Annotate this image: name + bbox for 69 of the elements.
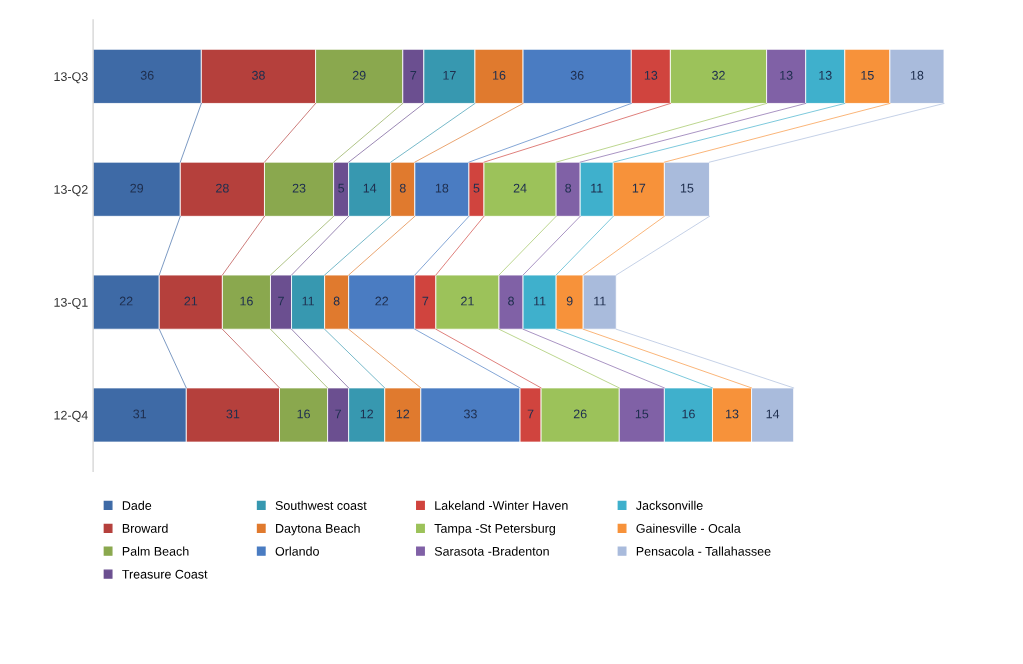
legend-label: Palm Beach <box>122 546 189 556</box>
data-label: 22 <box>375 296 389 306</box>
data-label: 7 <box>410 70 417 80</box>
legend-label: Broward <box>122 523 168 533</box>
y-tick-label: 13-Q2 <box>54 185 88 197</box>
data-label: 7 <box>278 296 284 306</box>
legend-label: Lakeland -Winter Haven <box>435 500 568 510</box>
legend-label: Daytona Beach <box>276 523 360 536</box>
data-label: 36 <box>140 70 154 80</box>
data-label: 24 <box>513 183 527 193</box>
data-label: 13 <box>644 70 658 80</box>
legend-label: Treasure Coast <box>122 569 208 579</box>
data-label: 33 <box>463 409 477 419</box>
data-label: 8 <box>333 296 340 306</box>
data-label: 21 <box>461 296 474 306</box>
data-label: 11 <box>534 296 546 306</box>
data-label: 8 <box>508 296 514 306</box>
y-tick-label: 12-Q4 <box>54 410 88 422</box>
data-label: 21 <box>184 296 198 306</box>
data-label: 32 <box>712 70 725 80</box>
data-label: 18 <box>435 183 449 193</box>
data-label: 15 <box>680 183 694 193</box>
y-tick-label: 13-Q3 <box>54 72 88 84</box>
data-label: 13 <box>726 409 739 419</box>
data-label: 16 <box>240 296 253 306</box>
data-label: 31 <box>226 409 240 419</box>
data-label: 14 <box>766 409 780 419</box>
data-label: 38 <box>251 70 265 80</box>
data-label: 16 <box>493 70 506 80</box>
data-label: 8 <box>399 183 406 193</box>
data-label: 14 <box>363 183 377 193</box>
data-label: 11 <box>591 183 603 193</box>
data-label: 28 <box>216 183 229 193</box>
data-label: 13 <box>819 70 832 80</box>
data-label: 5 <box>338 183 345 193</box>
data-label: 9 <box>566 296 573 306</box>
legend-label: Gainesville - Ocala <box>636 523 741 533</box>
data-label: 16 <box>297 409 310 419</box>
data-label: 36 <box>570 70 584 80</box>
data-label: 31 <box>133 409 147 419</box>
data-label: 23 <box>292 183 306 193</box>
data-label: 18 <box>910 70 924 80</box>
data-label: 16 <box>682 409 695 419</box>
data-label: 7 <box>422 296 429 306</box>
legend-label: Southwest coast <box>275 500 367 510</box>
data-label: 15 <box>635 409 649 419</box>
data-label: 17 <box>632 183 646 193</box>
y-tick-label: 13-Q1 <box>54 297 88 310</box>
data-label: 11 <box>594 296 606 306</box>
legend-label: Orlando <box>275 546 319 556</box>
data-label: 11 <box>302 296 314 306</box>
data-label: 29 <box>130 183 144 193</box>
data-label: 17 <box>443 70 456 80</box>
legend-label: Jacksonville <box>636 500 703 510</box>
legend-label: Tampa -St Petersburg <box>434 523 555 536</box>
data-label: 12 <box>396 409 410 419</box>
data-label: 12 <box>360 409 374 419</box>
data-label: 7 <box>527 409 534 419</box>
legend-label: Sarasota -Bradenton <box>434 546 549 556</box>
data-label: 5 <box>473 183 480 193</box>
data-label: 26 <box>573 409 587 419</box>
data-label: 15 <box>861 70 874 80</box>
data-label: 29 <box>352 70 366 80</box>
data-label: 7 <box>335 409 341 419</box>
data-label: 22 <box>119 296 133 306</box>
data-label: 13 <box>780 70 793 80</box>
data-label: 8 <box>565 183 572 193</box>
legend-label: Dade <box>122 500 152 510</box>
legend-label: Pensacola - Tallahassee <box>636 546 771 556</box>
